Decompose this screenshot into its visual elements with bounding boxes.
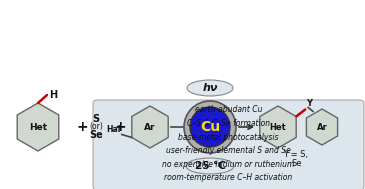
Text: Y = S,: Y = S, [283, 150, 308, 160]
Text: base-metal photocatalysis: base-metal photocatalysis [178, 133, 279, 142]
Text: room-temperature C–H activation: room-temperature C–H activation [164, 174, 293, 183]
Text: Ar: Ar [316, 122, 327, 132]
Polygon shape [17, 103, 59, 151]
Text: C–S & C–Se formation: C–S & C–Se formation [187, 119, 270, 128]
Text: earth-abudant Cu: earth-abudant Cu [195, 105, 262, 115]
Text: Se: Se [291, 160, 301, 169]
Text: Het: Het [270, 122, 287, 132]
Text: Het: Het [29, 122, 47, 132]
FancyBboxPatch shape [93, 100, 364, 189]
Circle shape [184, 101, 236, 153]
Text: S: S [92, 114, 100, 124]
Text: no expensive iridium or ruthenium: no expensive iridium or ruthenium [162, 160, 295, 169]
Text: (or): (or) [89, 122, 103, 132]
Text: Ar: Ar [144, 122, 156, 132]
Text: Y: Y [306, 99, 312, 108]
Polygon shape [132, 106, 168, 148]
Polygon shape [306, 109, 338, 145]
Ellipse shape [186, 158, 234, 174]
Text: hν: hν [202, 83, 218, 93]
Polygon shape [260, 106, 296, 148]
Text: Hal: Hal [107, 125, 121, 133]
Text: user-friendly elemental S and Se: user-friendly elemental S and Se [166, 146, 291, 155]
Text: +: + [76, 120, 88, 134]
Text: H: H [49, 90, 57, 100]
Circle shape [190, 107, 230, 147]
Text: Se: Se [89, 130, 103, 140]
Text: 25 °C: 25 °C [195, 161, 226, 171]
Text: +: + [114, 120, 126, 134]
Ellipse shape [187, 80, 233, 96]
Text: Cu: Cu [200, 120, 220, 134]
